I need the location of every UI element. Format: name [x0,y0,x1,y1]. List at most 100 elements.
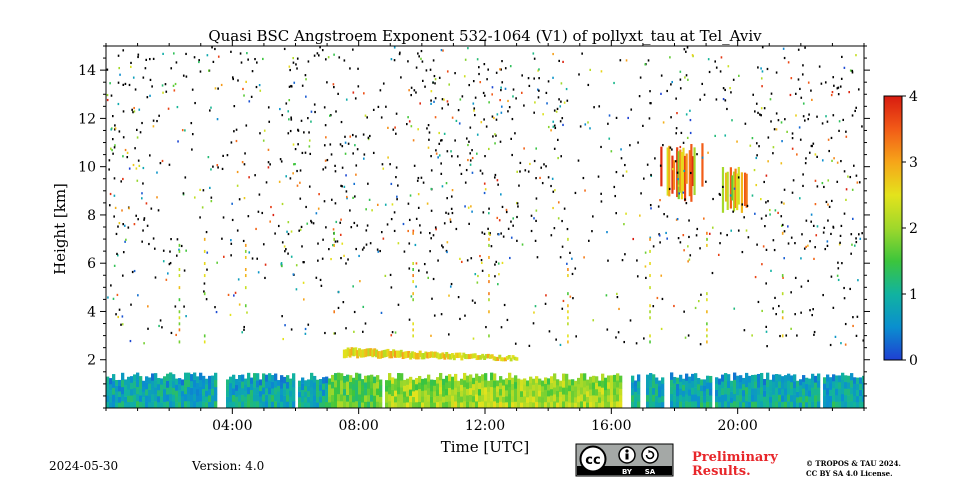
noise-speck [679,190,682,193]
boundary-layer-cell [292,387,296,395]
noise-speck [430,155,432,158]
noise-speck [515,97,517,100]
noise-speck [660,74,663,77]
boundary-layer-cell [475,394,479,402]
noise-speck [322,238,324,241]
noise-speck [760,107,763,110]
noise-speck [304,332,307,335]
noise-speck [620,157,623,160]
boundary-layer-cell [661,401,665,408]
noise-speck [408,120,411,123]
noise-speck [684,336,687,339]
noise-speck [849,69,852,72]
profile-streak [244,249,247,253]
noise-speck [277,224,280,228]
boundary-layer-cell [826,374,830,382]
boundary-layer-cell [790,394,794,402]
noise-speck [682,141,685,144]
boundary-layer-cell [199,400,203,408]
elevated-layer-cell [456,352,460,359]
noise-speck [684,198,686,201]
boundary-layer-cell [205,384,209,391]
cloud-cell [737,166,740,205]
noise-speck [235,139,238,143]
noise-speck [296,169,298,173]
noise-speck [816,155,818,158]
boundary-layer-cell [841,386,845,395]
noise-speck [816,225,819,228]
noise-speck [837,267,840,270]
noise-speck [250,95,253,98]
boundary-layer-cell [598,380,602,387]
boundary-layer-cell [193,379,197,388]
boundary-layer-cell [802,375,806,382]
boundary-layer-cell [478,388,482,396]
boundary-layer-cell [730,397,734,403]
noise-speck [625,59,628,62]
boundary-layer-cell [679,381,683,389]
profile-streak [488,243,490,247]
noise-speck [534,101,536,104]
boundary-layer-cell [121,379,125,388]
noise-speck [227,293,230,297]
boundary-layer-cell [250,383,254,391]
noise-speck [418,55,420,58]
noise-speck [182,192,185,195]
boundary-layer-cell [568,385,572,392]
boundary-layer-cell [256,394,260,402]
boundary-layer-cell [511,401,515,408]
plot-area [105,45,865,409]
boundary-layer-cell [262,394,266,402]
boundary-layer-cell [697,390,701,397]
boundary-layer-cell [139,376,143,383]
noise-speck [110,128,113,131]
boundary-layer-cell [850,380,854,388]
boundary-layer-cell [256,373,260,381]
boundary-layer-cell [127,401,131,408]
boundary-layer-cell [226,396,230,403]
noise-speck [412,229,415,232]
noise-speck [114,124,116,127]
noise-speck [356,148,359,151]
boundary-layer-cell [319,384,323,391]
noise-speck [357,67,359,70]
boundary-layer-cell [856,383,860,391]
noise-speck [563,207,566,210]
noise-speck [587,83,590,87]
boundary-layer-cell [766,379,770,388]
noise-speck [314,110,316,114]
boundary-layer-cell [505,396,509,403]
noise-speck [470,205,472,208]
boundary-layer-cell [484,387,488,395]
boundary-layer-cell [469,401,473,408]
boundary-layer-cell [649,373,653,381]
boundary-layer-cell [715,389,719,397]
noise-speck [760,77,763,80]
boundary-layer-cell [472,383,476,391]
boundary-layer-cell [730,402,734,408]
noise-speck [688,219,690,222]
noise-speck [301,245,303,248]
boundary-layer-cell [580,401,584,408]
boundary-layer-cell [229,401,233,408]
cloud-cell [745,173,748,208]
boundary-layer-cell [439,386,443,395]
noise-speck [281,241,284,244]
noise-speck [330,257,332,261]
noise-speck [230,254,232,257]
boundary-layer-cell [517,402,521,408]
boundary-layer-cell [796,402,800,408]
noise-speck [646,163,649,166]
boundary-layer-cell [706,401,710,408]
noise-speck [256,61,258,64]
noise-speck [318,193,320,196]
boundary-layer-cell [427,387,431,395]
boundary-layer-cell [355,372,359,381]
noise-speck [572,297,574,300]
noise-speck [209,186,211,190]
boundary-layer-cell [121,393,125,402]
boundary-layer-cell [412,396,416,403]
boundary-layer-cell [496,385,500,392]
noise-speck [638,95,641,98]
